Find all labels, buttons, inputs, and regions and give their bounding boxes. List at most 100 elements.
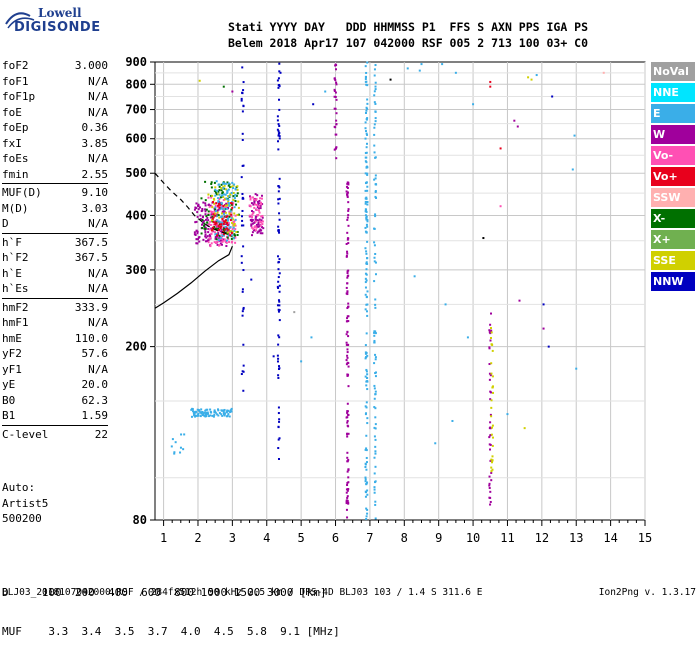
echo-point: [277, 261, 280, 264]
echo-point: [227, 227, 230, 230]
echo-point: [205, 408, 208, 411]
echo-point: [365, 368, 368, 371]
echo-point: [215, 223, 218, 226]
echo-point: [257, 219, 260, 222]
echo-point: [217, 201, 220, 204]
echo-point: [365, 132, 368, 135]
echo-point: [224, 193, 227, 196]
echo-point: [373, 68, 376, 71]
echo-point: [346, 451, 349, 454]
param-row: h`Es N/A: [2, 281, 108, 297]
echo-point: [277, 280, 280, 283]
echo-point: [365, 151, 368, 154]
param-name: fxI: [2, 136, 22, 150]
echo-point: [256, 219, 259, 222]
echo-point: [225, 188, 228, 191]
echo-point: [208, 237, 211, 240]
echo-point: [214, 194, 217, 197]
echo-point: [221, 240, 224, 243]
echo-point: [213, 231, 216, 234]
echo-point: [201, 226, 204, 229]
echo-point: [249, 196, 252, 199]
echo-point: [220, 212, 223, 215]
echo-point: [277, 334, 280, 337]
echo-point: [575, 367, 578, 370]
echo-point: [228, 204, 231, 207]
echo-point: [278, 108, 281, 111]
echo-point: [374, 110, 377, 113]
echo-point: [490, 362, 493, 365]
echo-point: [242, 370, 245, 373]
echo-point: [229, 186, 232, 189]
echo-point: [364, 375, 367, 378]
echo-point: [256, 213, 259, 216]
echo-point: [255, 208, 258, 211]
echo-point: [208, 205, 211, 208]
echo-point: [345, 292, 348, 295]
echo-point: [374, 273, 377, 276]
echo-point: [237, 200, 240, 203]
echo-point: [207, 210, 210, 213]
header-labels: Stati YYYY DAY DDD HHMMSS P1 FFS S AXN P…: [228, 20, 589, 34]
echo-point: [232, 192, 235, 195]
muf-distance-row: D 100 200 400 600 800 1000 1500 3000 [km…: [2, 586, 327, 599]
echo-point: [237, 213, 240, 216]
echo-point: [217, 214, 220, 217]
echo-point: [220, 237, 223, 240]
echo-point: [278, 365, 281, 368]
echo-point: [374, 88, 377, 91]
echo-point: [232, 221, 235, 224]
echo-point: [249, 195, 252, 198]
echo-point: [198, 410, 201, 413]
echo-point: [218, 189, 221, 192]
echo-point: [346, 186, 349, 189]
echo-point: [180, 433, 183, 436]
echo-point: [224, 197, 227, 200]
echo-point: [234, 236, 237, 239]
echo-point: [278, 418, 281, 421]
echo-point: [278, 137, 281, 140]
param-value: N/A: [88, 316, 108, 329]
echo-point: [373, 426, 376, 429]
echo-point: [242, 364, 245, 367]
echo-point: [277, 425, 280, 428]
echo-point: [365, 223, 368, 226]
echo-point: [219, 221, 222, 224]
param-row: hmF2 333.9: [2, 300, 108, 316]
echo-point: [204, 235, 207, 238]
echo-point: [490, 415, 493, 418]
echo-point: [334, 95, 337, 98]
echo-point: [216, 408, 219, 411]
echo-point: [201, 207, 204, 210]
echo-point: [373, 256, 376, 259]
echo-point: [261, 216, 264, 219]
echo-point: [197, 409, 200, 412]
echo-point: [347, 476, 350, 479]
param-name: foF2: [2, 59, 29, 72]
echo-point: [257, 225, 260, 228]
echo-point: [240, 97, 243, 100]
echo-point: [277, 438, 280, 441]
echo-point: [226, 231, 229, 234]
echo-point: [252, 203, 255, 206]
echo-point: [276, 128, 279, 131]
echo-point: [241, 192, 244, 195]
echo-point: [489, 331, 492, 334]
echo-point: [364, 277, 367, 280]
echo-point: [366, 257, 369, 260]
echo-point: [223, 193, 226, 196]
echo-point: [221, 243, 224, 246]
echo-point: [278, 186, 281, 189]
param-row: h`F2 367.5: [2, 250, 108, 266]
echo-point: [346, 231, 349, 234]
echo-point: [223, 412, 226, 415]
echo-point: [491, 436, 494, 439]
echo-point: [345, 255, 348, 258]
echo-point: [200, 232, 203, 235]
echo-point: [254, 229, 257, 232]
echo-point: [215, 215, 218, 218]
param-row: D N/A: [2, 216, 108, 232]
echo-point: [490, 433, 493, 436]
echo-point: [492, 391, 495, 394]
param-row: MUF(D) 9.10: [2, 185, 108, 201]
